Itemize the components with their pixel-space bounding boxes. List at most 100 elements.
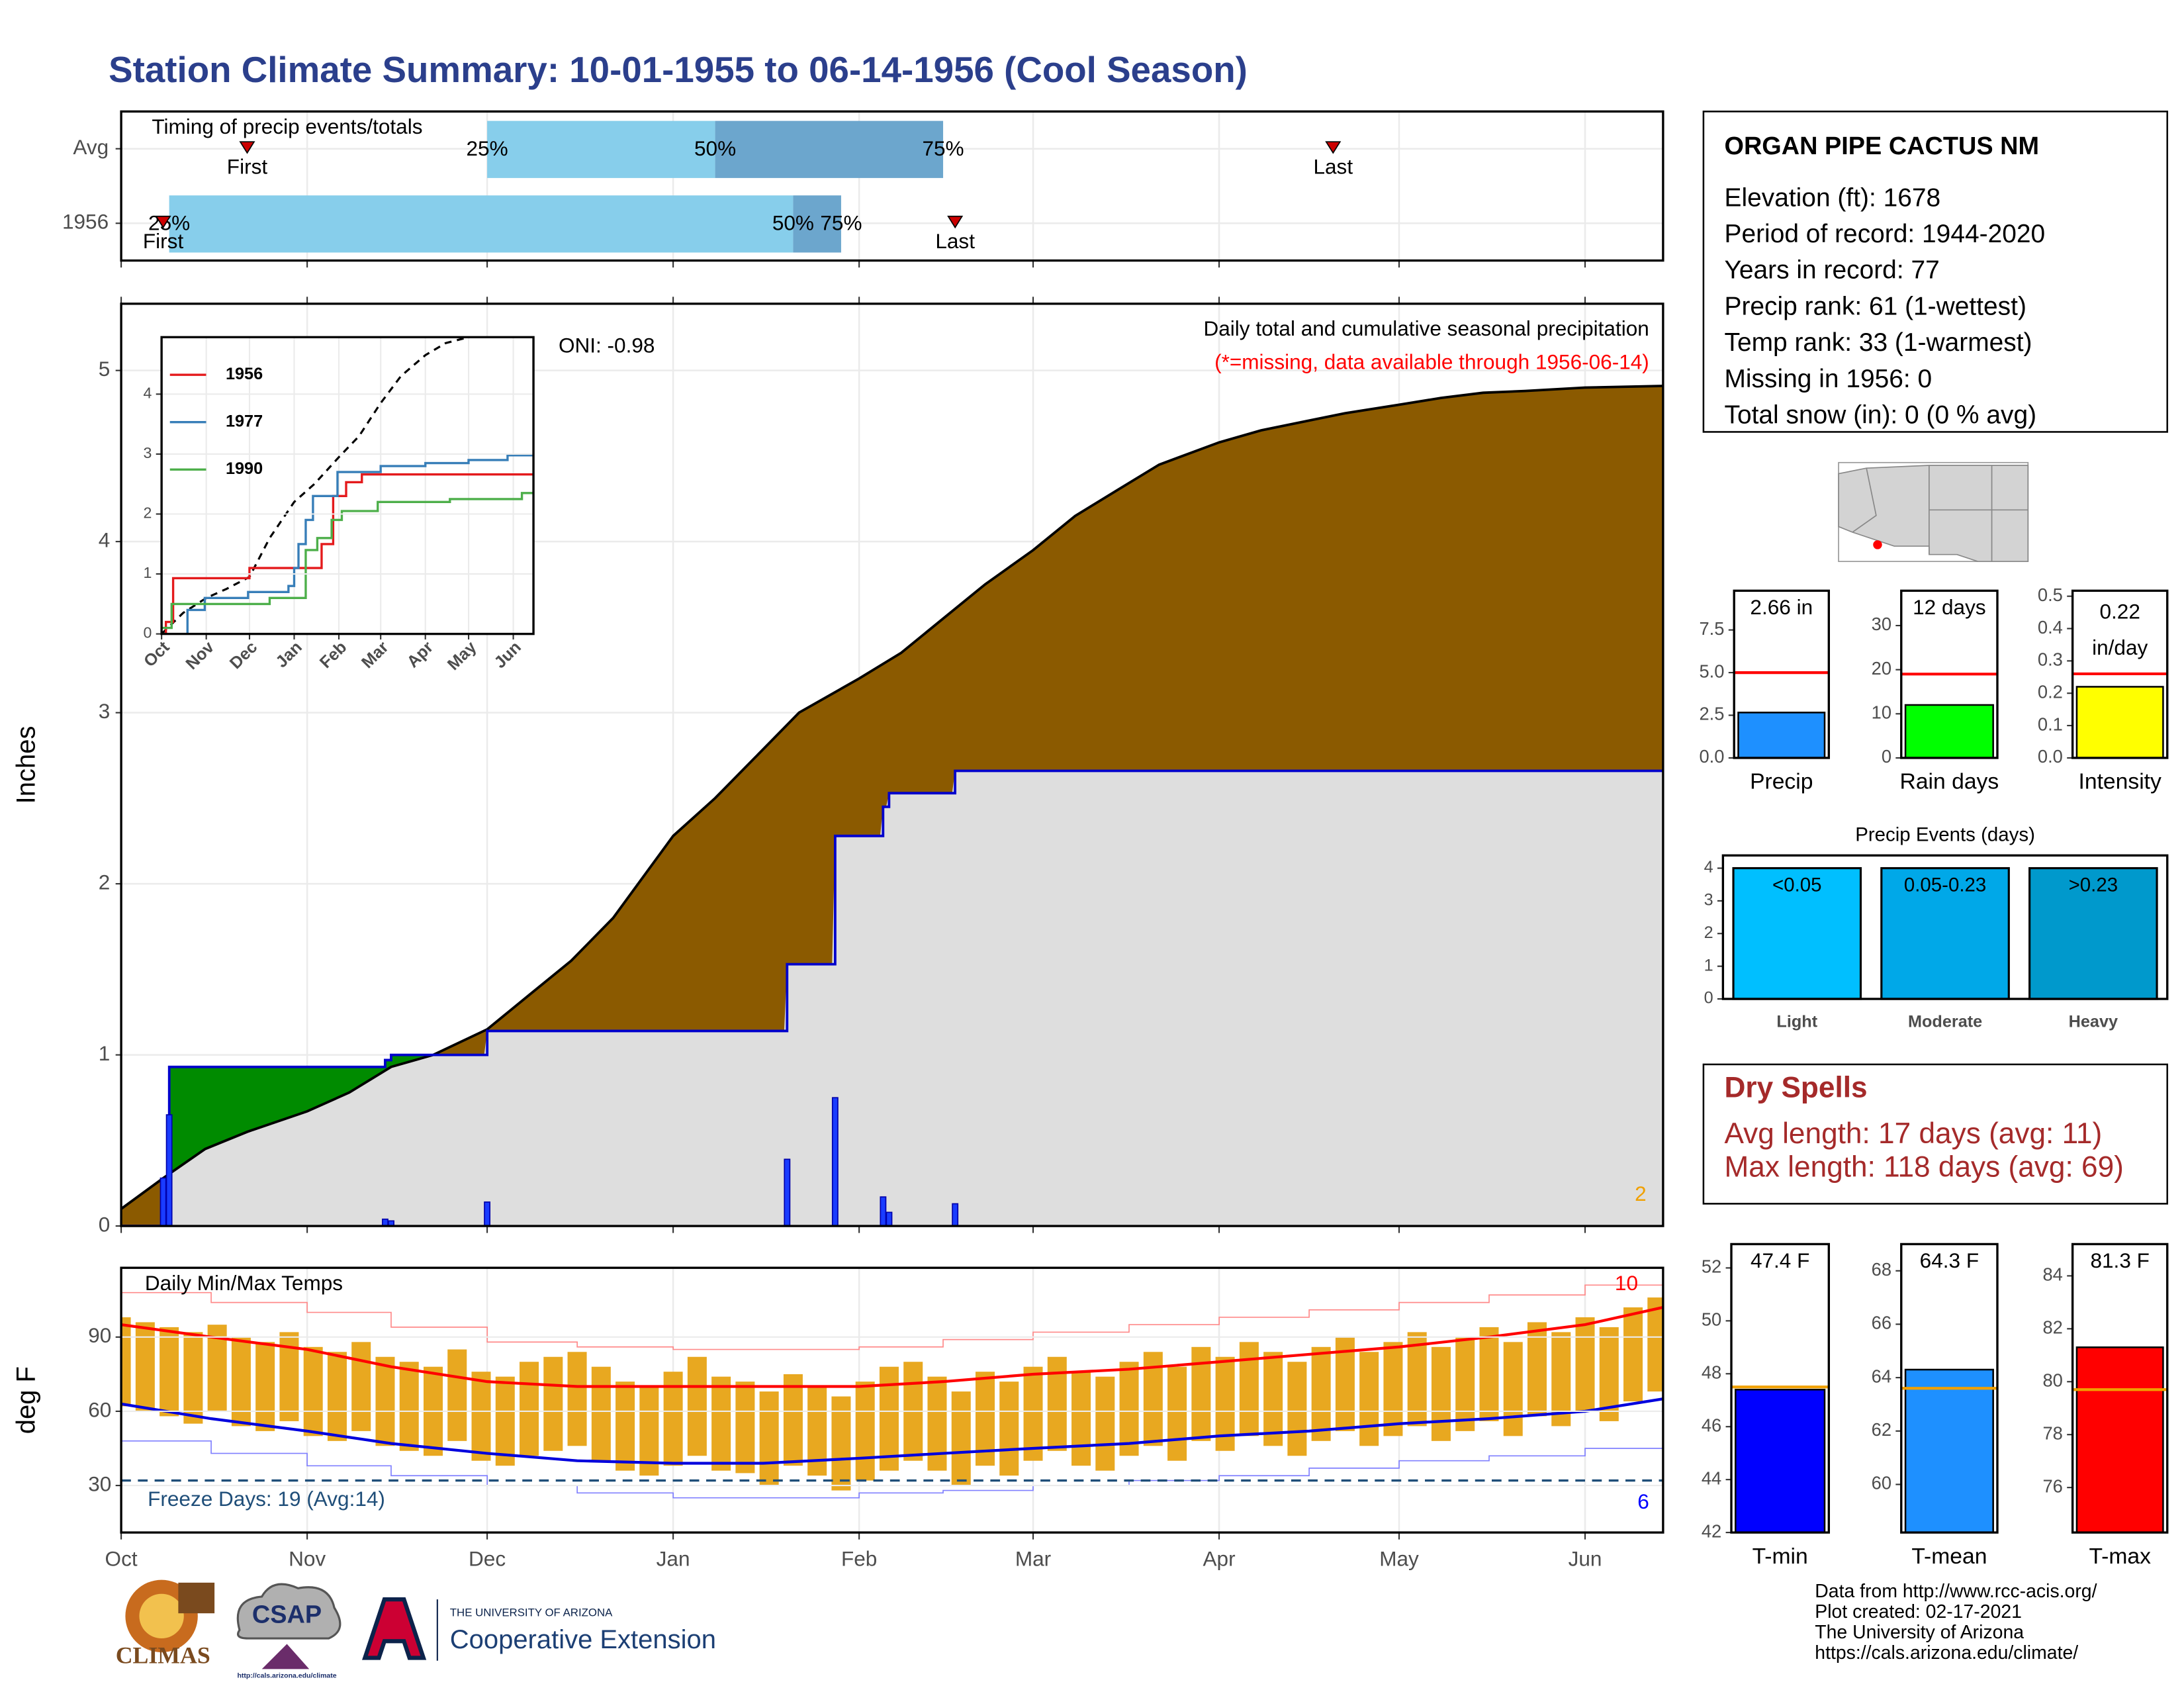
bar xyxy=(1904,1368,1994,1534)
x-tick-label: Dec xyxy=(469,1547,506,1571)
y-tick-label: 7.5 xyxy=(1699,618,1724,639)
bar xyxy=(1904,704,1994,759)
min-note: 6 xyxy=(1637,1489,1649,1513)
last-label: Last xyxy=(935,229,975,253)
page-title: Station Climate Summary: 10-01-1955 to 0… xyxy=(109,49,1248,90)
bar xyxy=(1735,1388,1826,1534)
first-marker xyxy=(155,215,171,229)
daily-temp-range xyxy=(1431,1346,1451,1441)
y-tick-label: 5.0 xyxy=(1699,661,1724,681)
station-info: Period of record: 1944-2020 xyxy=(1724,220,2045,248)
last-marker xyxy=(1325,141,1342,154)
category-label: T-min xyxy=(1752,1544,1808,1569)
value-label: 12 days xyxy=(1913,595,1986,619)
ua-text: THE UNIVERSITY OF ARIZONA xyxy=(450,1607,613,1619)
observed-line xyxy=(121,769,1663,1227)
y-axis-label: deg F xyxy=(12,1366,41,1434)
y-tick-label: 3 xyxy=(99,699,111,723)
panel-frame xyxy=(1730,1243,1831,1534)
daily-temp-range xyxy=(183,1332,203,1424)
category-label: Heavy xyxy=(2069,1012,2118,1031)
daily-temp-range xyxy=(1239,1342,1259,1436)
max-note: 10 xyxy=(1615,1271,1638,1295)
corner-note: 2 xyxy=(1635,1182,1647,1205)
daily-temp-range xyxy=(447,1349,467,1441)
panel-title: Precip Events (days) xyxy=(1855,824,2035,846)
y-tick-label: 42 xyxy=(1702,1521,1721,1541)
panel-frame xyxy=(1733,589,1831,759)
climas-emblem-inner xyxy=(139,1593,184,1639)
y-tick-label: 0.4 xyxy=(2038,617,2063,637)
y-tick-label: 80 xyxy=(2042,1370,2062,1390)
legend-label: 1990 xyxy=(226,459,263,478)
bin-label: >0.23 xyxy=(2069,874,2118,896)
station-info: Elevation (ft): 1678 xyxy=(1724,183,1940,212)
panel-frame xyxy=(1900,589,1999,759)
y-tick-label: 30 xyxy=(1872,614,1891,634)
category-label: Rain days xyxy=(1900,770,1999,794)
daily-precip-bar xyxy=(382,1218,388,1227)
location-map xyxy=(1838,461,2029,563)
y-tick-label: 44 xyxy=(1702,1468,1721,1488)
csap-url: http://cals.arizona.edu/climate xyxy=(237,1672,336,1680)
record-min-line xyxy=(121,1430,1663,1499)
daily-temp-range xyxy=(1479,1327,1499,1421)
csap-mountain xyxy=(261,1644,310,1669)
daily-temp-range xyxy=(855,1382,875,1481)
category-label: T-mean xyxy=(1911,1544,1987,1569)
station-info: Years in record: 77 xyxy=(1724,256,1939,285)
dry-spells-box xyxy=(1702,1063,2169,1205)
percent-label: 50% xyxy=(694,136,736,160)
bin-label: 0.05-0.23 xyxy=(1904,874,1986,896)
value-label: 2.66 in xyxy=(1750,595,1813,619)
daily-temp-range xyxy=(1095,1376,1115,1471)
panel-frame xyxy=(120,303,1664,1227)
y-tick-label: 4 xyxy=(144,384,152,401)
average-line xyxy=(161,337,469,634)
y-tick-label: 76 xyxy=(2042,1476,2062,1496)
panel-background xyxy=(161,337,534,634)
first-label: First xyxy=(143,229,184,253)
daily-temp-range xyxy=(1071,1372,1091,1466)
y-axis-label: Inches xyxy=(12,726,41,804)
early-bar xyxy=(169,195,794,253)
y-tick-label: 48 xyxy=(1702,1362,1721,1383)
y-tick-label: 78 xyxy=(2042,1423,2062,1443)
daily-temp-range xyxy=(951,1391,971,1486)
row-label: Avg xyxy=(73,135,109,159)
map-land xyxy=(1838,465,2029,563)
credit-line: Data from http://www.rcc-acis.org/ xyxy=(1815,1581,2097,1602)
panel-subtitle: (*=missing, data available through 1956-… xyxy=(1214,350,1649,374)
y-tick-label: 66 xyxy=(1872,1313,1891,1333)
y-tick-label: 3 xyxy=(144,444,152,461)
panel-frame xyxy=(1721,854,2169,1000)
daily-temp-range xyxy=(567,1352,587,1446)
y-tick-label: 1 xyxy=(144,564,152,581)
y-tick-label: 60 xyxy=(88,1397,111,1421)
avg-max-line xyxy=(121,1305,1663,1388)
y-tick-label: 0.2 xyxy=(2038,681,2063,702)
category-label: Moderate xyxy=(1908,1012,1982,1031)
panel-frame xyxy=(2071,589,2169,759)
panel-frame xyxy=(120,1266,1664,1534)
x-tick-label: Jun xyxy=(1569,1547,1602,1571)
freeze-annotation: Freeze Days: 19 (Avg:14) xyxy=(148,1487,385,1511)
daily-temp-range xyxy=(639,1386,659,1476)
x-tick-label: Oct xyxy=(105,1547,138,1571)
x-tick-label: Nov xyxy=(289,1547,326,1571)
y-tick-label: 1 xyxy=(99,1041,111,1065)
daily-temp-range xyxy=(1383,1342,1403,1436)
first-marker xyxy=(239,141,255,154)
dry-spells-title: Dry Spells xyxy=(1724,1072,1867,1104)
daily-precip-bar xyxy=(880,1196,887,1227)
daily-precip-bar xyxy=(159,1177,167,1227)
category-label: T-max xyxy=(2089,1544,2151,1569)
x-tick-label: Mar xyxy=(1015,1547,1051,1571)
daily-temp-range xyxy=(735,1382,755,1474)
csap-cloud xyxy=(236,1583,341,1640)
daily-temp-range xyxy=(1263,1352,1283,1446)
daily-precip-bar xyxy=(784,1158,791,1227)
x-tick-label: Apr xyxy=(1203,1547,1236,1571)
daily-temp-range xyxy=(1527,1322,1547,1417)
daily-temp-range xyxy=(615,1382,635,1471)
